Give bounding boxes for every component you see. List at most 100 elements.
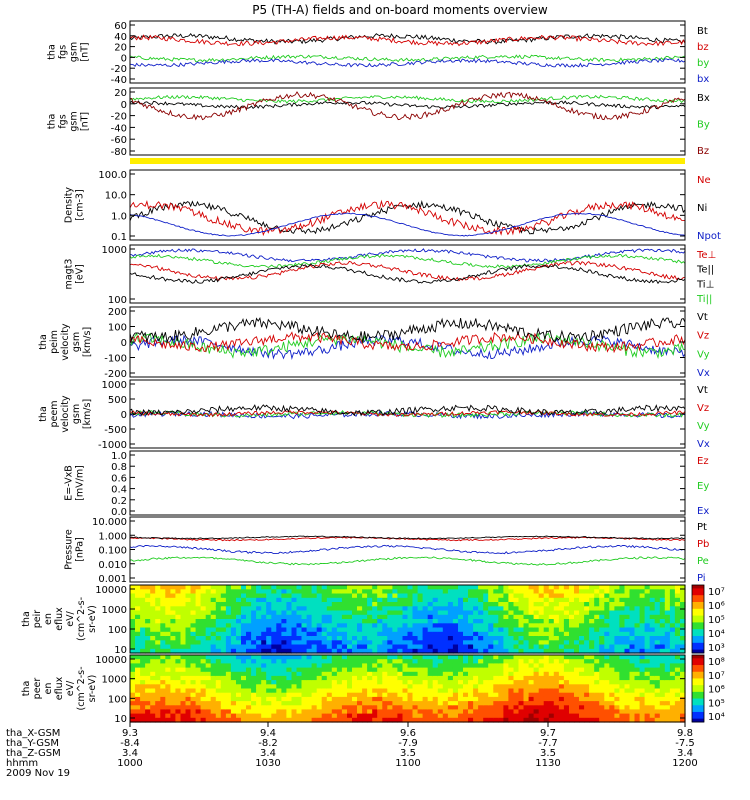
heatmap-cell xyxy=(680,701,686,706)
heatmap-cell xyxy=(145,619,151,624)
heatmap-cell xyxy=(508,627,514,633)
heatmap-cell xyxy=(190,614,197,620)
heatmap-cell xyxy=(261,713,267,719)
heatmap-cell xyxy=(170,640,176,646)
heatmap-cell xyxy=(427,667,434,673)
heatmap-cell xyxy=(589,675,595,681)
heatmap-cell xyxy=(584,606,590,612)
heatmap-cell xyxy=(271,631,277,637)
heatmap-cell xyxy=(367,606,373,612)
heatmap-cell xyxy=(392,655,398,660)
heatmap-cell xyxy=(669,671,676,677)
heatmap-cell xyxy=(185,644,192,650)
heatmap-cell xyxy=(377,597,383,603)
heatmap-cell xyxy=(473,623,479,629)
heatmap-cell xyxy=(296,709,303,715)
colorbar-cell xyxy=(692,612,704,617)
heatmap-cell xyxy=(649,709,656,715)
heatmap-cell xyxy=(286,589,292,595)
heatmap-cell xyxy=(331,627,338,633)
heatmap-cell xyxy=(397,627,403,633)
heatmap-cell xyxy=(427,659,434,664)
heatmap-cell xyxy=(316,692,323,698)
heatmap-cell xyxy=(473,593,479,599)
heatmap-cell xyxy=(599,602,605,607)
heatmap-cell xyxy=(402,692,409,698)
heatmap-cell xyxy=(513,648,520,654)
heatmap-cell xyxy=(589,659,595,664)
heatmap-cell xyxy=(286,644,292,650)
heatmap-cell xyxy=(563,696,570,702)
heatmap-cell xyxy=(604,593,610,599)
heatmap-cell xyxy=(397,688,403,694)
heatmap-cell xyxy=(478,696,484,702)
heatmap-cell xyxy=(589,713,595,719)
heatmap-cell xyxy=(180,688,187,694)
heatmap-cell xyxy=(543,627,550,633)
heatmap-cell xyxy=(392,705,398,711)
heatmap-cell xyxy=(649,680,656,685)
heatmap-cell xyxy=(528,636,535,641)
heatmap-cell xyxy=(387,623,393,629)
heatmap-cell xyxy=(458,614,464,620)
heatmap-cell xyxy=(321,663,328,669)
colorbar-cell xyxy=(692,646,704,651)
heatmap-cell xyxy=(271,675,277,681)
heatmap-cell xyxy=(140,663,146,669)
heatmap-cell xyxy=(463,684,469,690)
heatmap-cell xyxy=(674,688,681,694)
heatmap-cell xyxy=(261,606,267,612)
heatmap-cell xyxy=(331,709,338,715)
heatmap-cell xyxy=(266,667,272,673)
heatmap-cell xyxy=(589,631,595,637)
heatmap-cell xyxy=(140,680,146,685)
heatmap-cell xyxy=(160,606,166,612)
heatmap-cell xyxy=(225,602,232,607)
heatmap-cell xyxy=(563,663,570,669)
heatmap-cell xyxy=(528,709,535,715)
heatmap-cell xyxy=(387,692,393,698)
heatmap-cell xyxy=(135,593,141,599)
heatmap-cell xyxy=(594,589,600,595)
heatmap-cell xyxy=(402,602,409,607)
heatmap-cell xyxy=(488,680,494,685)
heatmap-cell xyxy=(326,667,333,673)
heatmap-cell xyxy=(447,648,454,654)
heatmap-cell xyxy=(518,614,525,620)
heatmap-cell xyxy=(165,701,171,706)
heatmap-cell xyxy=(326,614,333,620)
heatmap-cell xyxy=(629,688,636,694)
heatmap-cell xyxy=(347,688,353,694)
heatmap-cell xyxy=(341,709,348,715)
y-axis-label: tha xyxy=(21,681,32,697)
heatmap-cell xyxy=(614,602,620,607)
heatmap-cell xyxy=(190,627,197,633)
heatmap-cell xyxy=(674,692,681,698)
heatmap-cell xyxy=(579,614,585,620)
heatmap-cell xyxy=(286,663,292,669)
heatmap-cell xyxy=(130,717,136,723)
heatmap-cell xyxy=(473,585,479,590)
heatmap-cell xyxy=(291,717,298,723)
heatmap-cell xyxy=(594,663,600,669)
heatmap-cell xyxy=(442,585,449,590)
heatmap-cell xyxy=(382,597,388,603)
heatmap-cell xyxy=(352,667,358,673)
heatmap-cell xyxy=(654,631,661,637)
heatmap-cell xyxy=(230,705,237,711)
heatmap-cell xyxy=(377,713,383,719)
heatmap-cell xyxy=(412,680,419,685)
heatmap-cell xyxy=(276,644,282,650)
heatmap-cell xyxy=(558,597,565,603)
heatmap-cell xyxy=(372,585,378,590)
heatmap-cell xyxy=(367,659,373,664)
heatmap-cell xyxy=(170,675,176,681)
heatmap-cell xyxy=(478,602,484,607)
heatmap-cell xyxy=(347,614,353,620)
heatmap-cell xyxy=(402,705,409,711)
heatmap-cell xyxy=(321,597,328,603)
heatmap-cell xyxy=(538,701,545,706)
heatmap-cell xyxy=(281,713,287,719)
heatmap-cell xyxy=(130,593,136,599)
heatmap-cell xyxy=(286,709,292,715)
